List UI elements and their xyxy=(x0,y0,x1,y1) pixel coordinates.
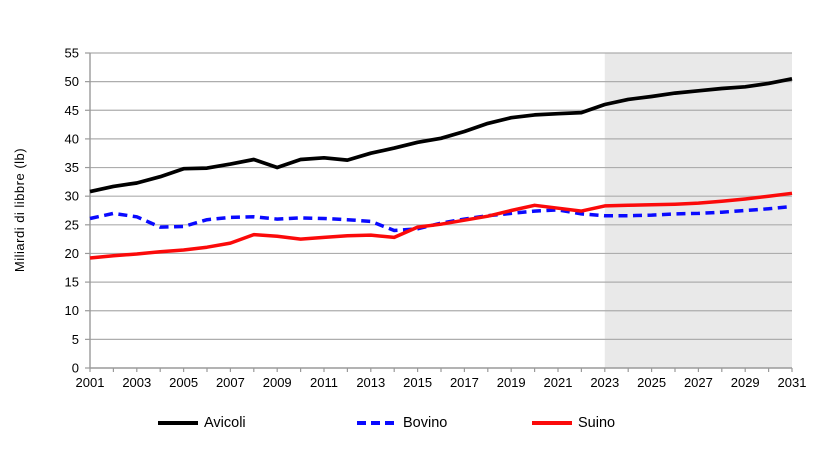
y-tick-label: 10 xyxy=(65,303,79,318)
x-tick-label: 2019 xyxy=(497,375,526,390)
y-tick-label: 50 xyxy=(65,74,79,89)
avicoli-line-sample xyxy=(158,421,198,425)
gridlines xyxy=(90,52,792,340)
legend-label-suino: Suino xyxy=(578,415,616,431)
x-tick-label: 2013 xyxy=(356,375,385,390)
x-tick-label: 2007 xyxy=(216,375,245,390)
x-tick-label: 2001 xyxy=(76,375,105,390)
x-tick-label: 2003 xyxy=(122,375,151,390)
x-tick-label: 2015 xyxy=(403,375,432,390)
x-tick-label: 2027 xyxy=(684,375,713,390)
x-tick-label: 2031 xyxy=(778,375,807,390)
y-tick-label: 40 xyxy=(65,131,79,146)
x-tick-label: 2011 xyxy=(310,375,338,390)
y-axis-tick-labels: 0 5 10 15 20 25 30 35 40 45 50 55 xyxy=(65,46,79,376)
y-tick-label: 35 xyxy=(65,160,79,175)
legend-item-bovino: Bovino xyxy=(357,412,447,434)
y-tick-label: 0 xyxy=(72,361,79,376)
x-tick-label: 2025 xyxy=(637,375,666,390)
legend: Avicoli Bovino Suino xyxy=(0,412,820,436)
y-tick-label: 30 xyxy=(65,189,79,204)
legend-item-avicoli: Avicoli xyxy=(158,412,246,434)
y-tick-label: 15 xyxy=(65,275,79,290)
y-tick-label: 25 xyxy=(65,217,79,232)
series-line-avicoli xyxy=(89,76,793,194)
series-lines xyxy=(89,76,793,260)
series-line-bovino xyxy=(89,204,793,233)
y-tick-label: 20 xyxy=(65,246,79,261)
x-axis-tick-labels: 2001 2003 2005 2007 2009 2011 2013 2015 2017 2019… xyxy=(76,375,807,390)
y-axis-title: Miliardi di libbre (lb) xyxy=(12,148,27,272)
x-tick-label: 2029 xyxy=(731,375,760,390)
legend-label-avicoli: Avicoli xyxy=(204,415,246,431)
y-tick-label: 55 xyxy=(65,46,79,61)
x-tick-label: 2017 xyxy=(450,375,479,390)
forecast-region xyxy=(604,53,792,368)
bovino-line-sample xyxy=(357,421,397,425)
y-tick-label: 45 xyxy=(65,103,79,118)
x-tick-label: 2005 xyxy=(169,375,198,390)
x-tick-label: 2023 xyxy=(590,375,619,390)
axes xyxy=(85,52,793,372)
y-tick-label: 5 xyxy=(72,332,79,347)
legend-item-suino: Suino xyxy=(532,412,615,434)
x-tick-label: 2021 xyxy=(544,375,573,390)
suino-line-sample xyxy=(532,421,572,425)
x-tick-label: 2009 xyxy=(263,375,292,390)
series-line-suino xyxy=(89,191,793,260)
legend-label-bovino: Bovino xyxy=(403,415,448,431)
